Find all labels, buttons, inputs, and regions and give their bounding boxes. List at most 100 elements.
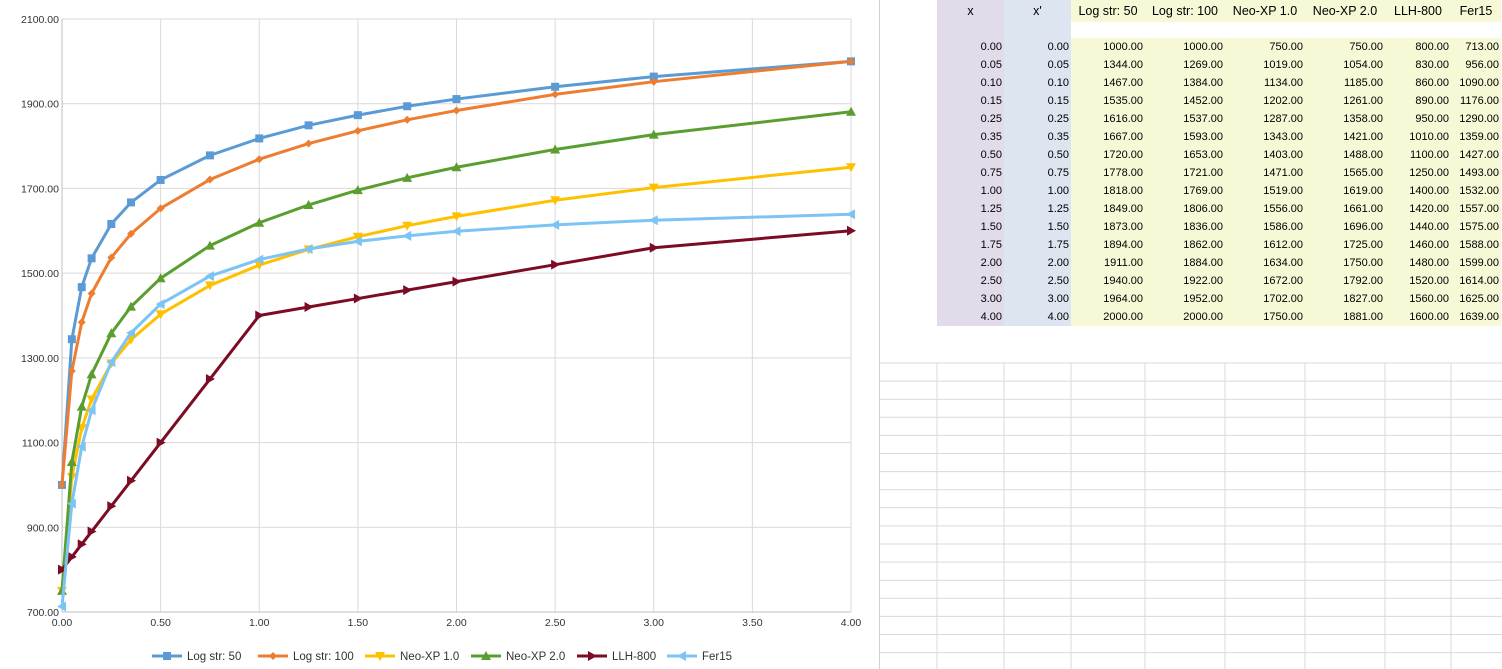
table-cell[interactable]: 1493.00 [1451, 164, 1501, 182]
table-cell[interactable]: 1911.00 [1071, 254, 1145, 272]
table-cell[interactable]: 890.00 [1385, 92, 1451, 110]
table-cell[interactable]: 0.15 [937, 92, 1004, 110]
table-cell[interactable]: 1940.00 [1071, 272, 1145, 290]
table-cell[interactable]: 0.25 [1004, 110, 1071, 128]
table-cell[interactable]: 1862.00 [1145, 236, 1225, 254]
table-cell[interactable]: 1.25 [1004, 200, 1071, 218]
table-cell[interactable]: 1922.00 [1145, 272, 1225, 290]
table-cell[interactable]: 1593.00 [1145, 128, 1225, 146]
table-cell[interactable]: 950.00 [1385, 110, 1451, 128]
table-cell[interactable]: 1952.00 [1145, 290, 1225, 308]
table-cell[interactable]: 1881.00 [1305, 308, 1385, 326]
table-cell[interactable]: 0.50 [937, 146, 1004, 164]
table-cell[interactable]: 2.00 [937, 254, 1004, 272]
header-log-str-50[interactable]: Log str: 50 [1071, 0, 1145, 22]
table-cell[interactable]: 830.00 [1385, 56, 1451, 74]
table-cell[interactable]: 1806.00 [1145, 200, 1225, 218]
table-cell[interactable]: 1535.00 [1071, 92, 1145, 110]
table-cell[interactable]: 0.05 [1004, 56, 1071, 74]
spreadsheet-area[interactable]: x x' Log str: 50 Log str: 100 Neo-XP 1.0… [880, 0, 1502, 669]
table-cell[interactable]: 1721.00 [1145, 164, 1225, 182]
chart-panel[interactable]: 700.00 900.00 1100.00 1300.00 1500.00 1700.00… [0, 0, 880, 669]
table-cell[interactable]: 1519.00 [1225, 182, 1305, 200]
table-cell[interactable]: 1849.00 [1071, 200, 1145, 218]
table-cell[interactable]: 1556.00 [1225, 200, 1305, 218]
table-cell[interactable]: 1639.00 [1451, 308, 1501, 326]
table-cell[interactable]: 1000.00 [1145, 38, 1225, 56]
table-cell[interactable]: 1.50 [1004, 218, 1071, 236]
table-cell[interactable]: 2.50 [937, 272, 1004, 290]
table-cell[interactable]: 1488.00 [1305, 146, 1385, 164]
table-cell[interactable]: 0.50 [1004, 146, 1071, 164]
table-cell[interactable]: 1565.00 [1305, 164, 1385, 182]
table-cell[interactable]: 1612.00 [1225, 236, 1305, 254]
table-cell[interactable]: 1.75 [1004, 236, 1071, 254]
table-cell[interactable]: 0.00 [1004, 38, 1071, 56]
table-cell[interactable]: 1000.00 [1071, 38, 1145, 56]
table-cell[interactable]: 1290.00 [1451, 110, 1501, 128]
table-cell[interactable]: 1480.00 [1385, 254, 1451, 272]
table-cell[interactable]: 1616.00 [1071, 110, 1145, 128]
table-cell[interactable]: 1384.00 [1145, 74, 1225, 92]
table-cell[interactable]: 1778.00 [1071, 164, 1145, 182]
table-cell[interactable]: 1702.00 [1225, 290, 1305, 308]
table-cell[interactable]: 1467.00 [1071, 74, 1145, 92]
table-cell[interactable] [1071, 22, 1145, 38]
table-cell[interactable]: 0.25 [937, 110, 1004, 128]
table-cell[interactable]: 1019.00 [1225, 56, 1305, 74]
table-cell[interactable]: 750.00 [1225, 38, 1305, 56]
table-cell[interactable]: 1560.00 [1385, 290, 1451, 308]
table-cell[interactable]: 0.00 [937, 38, 1004, 56]
table-cell[interactable]: 1884.00 [1145, 254, 1225, 272]
table-cell[interactable]: 1090.00 [1451, 74, 1501, 92]
table-cell[interactable]: 1250.00 [1385, 164, 1451, 182]
header-neo-xp-1[interactable]: Neo-XP 1.0 [1225, 0, 1305, 22]
table-cell[interactable]: 1400.00 [1385, 182, 1451, 200]
table-cell[interactable]: 1667.00 [1071, 128, 1145, 146]
header-x[interactable]: x [937, 0, 1004, 22]
table-cell[interactable]: 1599.00 [1451, 254, 1501, 272]
table-cell[interactable]: 1575.00 [1451, 218, 1501, 236]
table-cell[interactable]: 1.75 [937, 236, 1004, 254]
table-cell[interactable]: 1287.00 [1225, 110, 1305, 128]
header-log-str-100[interactable]: Log str: 100 [1145, 0, 1225, 22]
table-cell[interactable]: 2.50 [1004, 272, 1071, 290]
header-x-prime[interactable]: x' [1004, 0, 1071, 22]
table-cell[interactable]: 1557.00 [1451, 200, 1501, 218]
table-cell[interactable]: 1661.00 [1305, 200, 1385, 218]
table-cell[interactable]: 1358.00 [1305, 110, 1385, 128]
table-cell[interactable]: 1452.00 [1145, 92, 1225, 110]
table-cell[interactable]: 0.75 [1004, 164, 1071, 182]
table-cell[interactable]: 1769.00 [1145, 182, 1225, 200]
table-cell[interactable]: 1586.00 [1225, 218, 1305, 236]
table-cell[interactable]: 1619.00 [1305, 182, 1385, 200]
table-cell[interactable] [1225, 22, 1305, 38]
table-cell[interactable]: 1614.00 [1451, 272, 1501, 290]
table-cell[interactable]: 1420.00 [1385, 200, 1451, 218]
table-cell[interactable]: 1440.00 [1385, 218, 1451, 236]
table-cell[interactable] [1451, 22, 1501, 38]
table-cell[interactable]: 1.25 [937, 200, 1004, 218]
table-cell[interactable]: 1696.00 [1305, 218, 1385, 236]
table-cell[interactable]: 1532.00 [1451, 182, 1501, 200]
table-cell[interactable]: 1520.00 [1385, 272, 1451, 290]
table-cell[interactable]: 1836.00 [1145, 218, 1225, 236]
table-cell[interactable] [1145, 22, 1225, 38]
table-cell[interactable]: 3.00 [1004, 290, 1071, 308]
table-cell[interactable]: 0.10 [937, 74, 1004, 92]
table-cell[interactable]: 1873.00 [1071, 218, 1145, 236]
table-cell[interactable]: 1725.00 [1305, 236, 1385, 254]
table-cell[interactable]: 1471.00 [1225, 164, 1305, 182]
table-cell[interactable]: 1344.00 [1071, 56, 1145, 74]
table-cell[interactable]: 1427.00 [1451, 146, 1501, 164]
table-cell[interactable]: 1750.00 [1305, 254, 1385, 272]
table-cell[interactable]: 800.00 [1385, 38, 1451, 56]
table-cell[interactable]: 2.00 [1004, 254, 1071, 272]
table-cell[interactable]: 1.50 [937, 218, 1004, 236]
table-cell[interactable]: 1818.00 [1071, 182, 1145, 200]
table-cell[interactable]: 1421.00 [1305, 128, 1385, 146]
table-cell[interactable]: 4.00 [937, 308, 1004, 326]
table-cell[interactable]: 2000.00 [1071, 308, 1145, 326]
table-cell[interactable]: 1600.00 [1385, 308, 1451, 326]
table-cell[interactable]: 1269.00 [1145, 56, 1225, 74]
